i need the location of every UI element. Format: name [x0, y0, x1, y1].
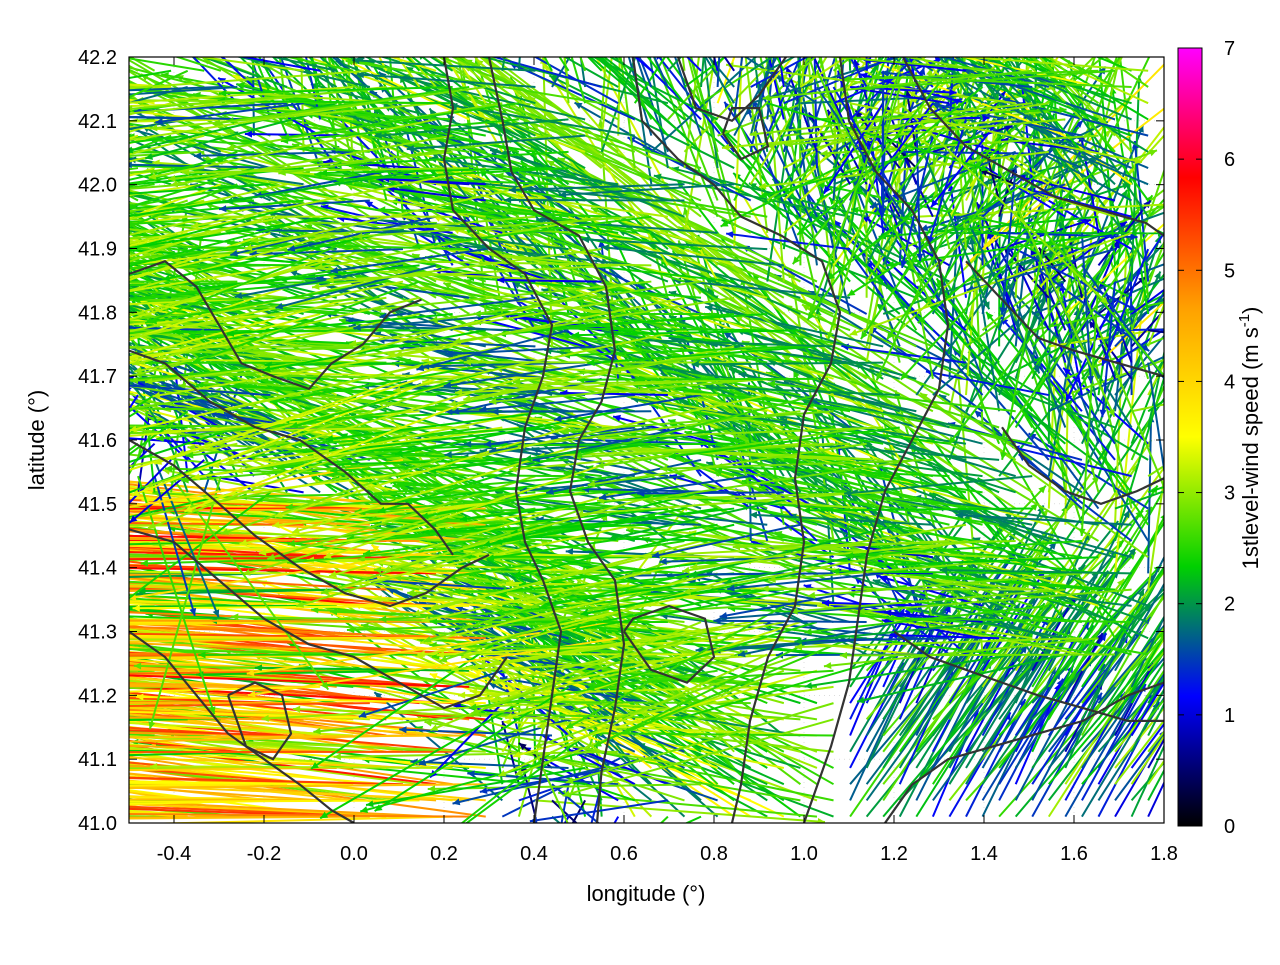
y-tick-label: 41.5: [78, 494, 117, 516]
y-tick-label: 41.7: [78, 366, 117, 388]
wind-vector: [0, 444, 138, 586]
wind-vector: [0, 752, 138, 801]
wind-vector: [0, 632, 138, 639]
y-tick-label: 42.2: [78, 47, 117, 69]
wind-vector: [529, 24, 717, 119]
y-tick-label: 41.1: [78, 749, 117, 771]
wind-vector: [0, 526, 138, 541]
wind-vector: [0, 411, 138, 532]
wind-vector: [94, 17, 287, 87]
y-tick-label: 41.3: [78, 622, 117, 644]
wind-vector: [0, 170, 138, 298]
x-tick-label: -0.2: [247, 843, 281, 865]
wind-vector: [0, 641, 138, 654]
y-axis-label: latitude (°): [24, 390, 49, 491]
x-tick-label: 1.8: [1150, 843, 1178, 865]
colorbar-tick-label: 5: [1224, 260, 1235, 282]
wind-vector: [0, 695, 138, 752]
colorbar-label: 1stlevel-wind speed (m s-1): [1236, 307, 1263, 570]
wind-vector: [0, 512, 138, 557]
wind-vector: [0, 170, 138, 232]
wind-vector: [0, 216, 138, 223]
wind-vector: [151, 28, 337, 71]
wind-vector: [0, 434, 138, 508]
colorbar-tick-label: 2: [1224, 594, 1235, 616]
wind-vector: [0, 184, 138, 218]
wind-vector: [0, 427, 138, 570]
wind-vector: [0, 217, 138, 281]
wind-vector: [513, 817, 568, 914]
wind-vector: [99, 3, 287, 70]
wind-vector: [0, 658, 138, 704]
wind-vector: [112, 17, 354, 70]
colorbar-tick-label: 7: [1224, 38, 1235, 60]
wind-vector: [0, 665, 138, 672]
colorbar-tick-label: 6: [1224, 149, 1235, 171]
y-tick-label: 41.4: [78, 558, 117, 580]
wind-vector: [0, 590, 138, 598]
y-tick-label: 41.0: [78, 813, 117, 835]
wind-vector: [0, 766, 138, 784]
wind-vector: [1148, 541, 1280, 785]
y-tick-label: 41.2: [78, 685, 117, 707]
x-tick-label: 1.4: [970, 843, 998, 865]
wind-vector: [0, 571, 138, 578]
wind-vector: [0, 632, 138, 687]
wind-vector: [1098, 245, 1241, 347]
colorbar: 0 1 2 3 4 5 6 7 1stlevel-wind speed (m s-1): [1178, 38, 1263, 838]
wind-vector: [365, 752, 552, 900]
colorbar-tick-label: 4: [1224, 371, 1235, 393]
wind-vector: [6, 232, 138, 362]
wind-vector: [0, 51, 138, 103]
wind-vector: [0, 817, 138, 829]
wind-vector: [0, 132, 138, 249]
x-tick-label: 1.6: [1060, 843, 1088, 865]
y-tick-label: 42.1: [78, 111, 117, 133]
x-tick-label: 0.8: [700, 843, 728, 865]
wind-vector: [552, 817, 689, 933]
y-tick-label: 41.6: [78, 430, 117, 452]
wind-vector: [0, 152, 138, 169]
wind-vector: [0, 454, 138, 524]
wind-vector: [0, 675, 138, 719]
wind-vector: [0, 251, 138, 330]
y-tick-label: 41.8: [78, 302, 117, 324]
colorbar-label-main: 1stlevel-wind speed (m s: [1238, 327, 1263, 569]
wind-vector: [693, 0, 718, 168]
wind-vector: [0, 152, 138, 346]
x-tick-label: 1.2: [880, 843, 908, 865]
colorbar-tick-label: 3: [1224, 483, 1235, 505]
wind-vector: [10, 29, 304, 71]
x-axis-label: longitude (°): [587, 881, 706, 906]
wind-vector: [0, 208, 138, 266]
wind-vector: [0, 83, 138, 201]
wind-vector: [0, 675, 138, 736]
colorbar-gradient: [1178, 48, 1202, 826]
x-tick-label: 1.0: [790, 843, 818, 865]
x-tick-label: 0.0: [340, 843, 368, 865]
colorbar-tick-label: 1: [1224, 705, 1235, 727]
wind-vector: [0, 587, 138, 622]
wind-vector: [0, 136, 138, 232]
wind-vector: [0, 601, 138, 608]
x-tick-label: 0.2: [430, 843, 458, 865]
x-tick-label: 0.4: [520, 843, 548, 865]
x-tick-label: 0.6: [610, 843, 638, 865]
x-tick-label: -0.4: [157, 843, 191, 865]
wind-vector: [0, 119, 138, 207]
wind-vector: [0, 87, 138, 151]
y-tick-label: 42.0: [78, 175, 117, 197]
y-tick-label: 41.9: [78, 239, 117, 261]
wind-vector: [0, 0, 138, 71]
wind-vector: [0, 192, 138, 314]
wind-vector: [557, 0, 585, 87]
colorbar-label-superscript: -1: [1236, 314, 1253, 327]
colorbar-tick-label: 0: [1224, 816, 1235, 838]
wind-vector: [0, 704, 138, 768]
colorbar-label-end: ): [1238, 307, 1263, 314]
wind-vector: [0, 168, 138, 204]
wind-vector: [519, 0, 534, 71]
